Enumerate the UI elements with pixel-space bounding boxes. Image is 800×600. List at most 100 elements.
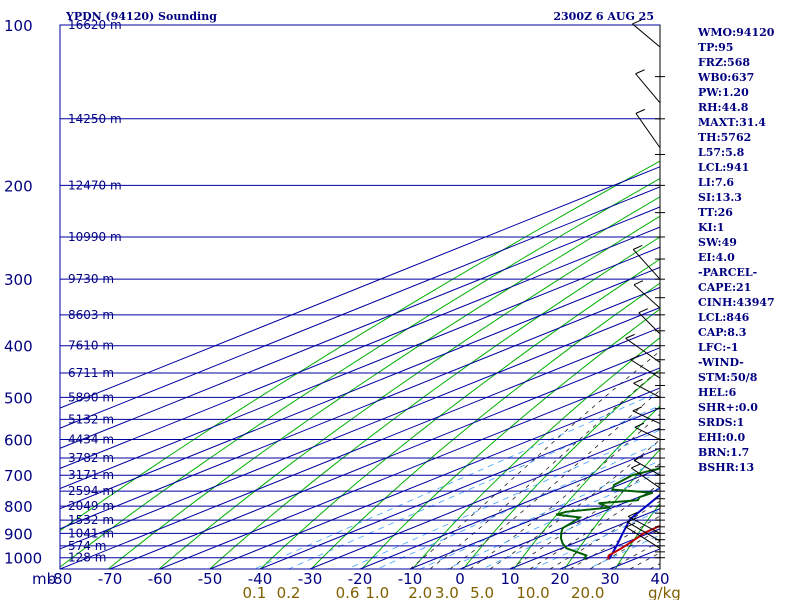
wind-barb bbox=[633, 382, 661, 398]
height-tick-label: 5132 m bbox=[68, 412, 114, 426]
isotherm bbox=[109, 347, 660, 569]
wind-barb-flag bbox=[635, 108, 646, 114]
height-tick-label: 3782 m bbox=[68, 451, 114, 465]
mixing-ratio-unit-label: g/kg bbox=[648, 584, 681, 600]
isotherm bbox=[60, 266, 660, 510]
index-value: BRN:1.7 bbox=[698, 446, 749, 459]
wind-barb bbox=[632, 23, 661, 48]
isotherm bbox=[209, 387, 660, 569]
temperature-tick-label: 20 bbox=[550, 570, 569, 588]
moist-adiabat bbox=[489, 439, 660, 569]
index-value: LCL:846 bbox=[698, 311, 750, 324]
index-value: L57:5.8 bbox=[698, 146, 745, 159]
wind-barb bbox=[632, 249, 661, 280]
index-value: TH:5762 bbox=[698, 131, 751, 144]
dry-adiabat bbox=[462, 369, 660, 569]
height-tick-label: 10990 m bbox=[68, 230, 122, 244]
dry-adiabat bbox=[60, 177, 660, 568]
isotherm bbox=[60, 206, 660, 449]
sounding-profiles bbox=[555, 467, 660, 560]
wind-barb bbox=[630, 359, 661, 379]
index-value: LI:7.6 bbox=[698, 176, 734, 189]
wind-barb bbox=[634, 426, 661, 440]
temperature-tick-label: -10 bbox=[398, 570, 423, 588]
index-value: LCL:941 bbox=[698, 161, 749, 174]
dry-adiabat bbox=[107, 196, 660, 569]
wind-barb bbox=[635, 73, 661, 104]
wind-barb-flag bbox=[633, 280, 644, 286]
isotherm bbox=[60, 306, 660, 550]
wind-barb bbox=[625, 337, 661, 363]
chart-title: YPDN (94120) Sounding bbox=[65, 10, 217, 23]
pressure-tick-label: 400 bbox=[4, 338, 33, 356]
isotherm bbox=[60, 166, 660, 409]
isotherm bbox=[60, 327, 660, 569]
height-tick-label: 8603 m bbox=[68, 308, 114, 322]
pressure-unit-label: mb bbox=[32, 570, 56, 588]
mixing-ratio-line bbox=[481, 487, 660, 569]
wind-barb bbox=[632, 410, 661, 425]
wind-barb bbox=[638, 312, 661, 335]
height-tick-label: 1041 m bbox=[68, 526, 114, 540]
height-tick-label: 12470 m bbox=[68, 178, 122, 192]
pressure-tick-label: 700 bbox=[4, 467, 33, 485]
mixing-ratio-tick-label: 0.1 bbox=[243, 584, 267, 600]
mixing-ratio-line bbox=[420, 460, 660, 569]
isotherm bbox=[259, 407, 660, 569]
height-tick-label: 5890 m bbox=[68, 390, 114, 404]
temperature-tick-label: -30 bbox=[298, 570, 323, 588]
temperature-tick-label: 0 bbox=[455, 570, 465, 588]
parcel-line bbox=[608, 493, 660, 560]
temperature-tick-label: -70 bbox=[98, 570, 123, 588]
height-tick-label: 2049 m bbox=[68, 499, 114, 513]
isotherm bbox=[409, 467, 660, 569]
height-tick-label: 14250 m bbox=[68, 112, 122, 126]
index-value: FRZ:568 bbox=[698, 56, 750, 69]
index-value: SRDS:1 bbox=[698, 416, 744, 429]
mixing-ratio-tick-label: 10.0 bbox=[516, 584, 549, 600]
dry-adiabat bbox=[564, 448, 660, 569]
wind-barb bbox=[633, 284, 661, 309]
wind-barb bbox=[626, 521, 661, 542]
pressure-tick-label: 100 bbox=[4, 17, 33, 35]
pressure-tick-label: 300 bbox=[4, 271, 33, 289]
index-value: RH:44.8 bbox=[698, 101, 749, 114]
isotherm bbox=[60, 186, 660, 429]
index-value: WMO:94120 bbox=[697, 26, 775, 39]
pressure-tick-label: 800 bbox=[4, 498, 33, 516]
index-value: MAXT:31.4 bbox=[698, 116, 766, 129]
isotherm bbox=[359, 447, 660, 569]
temperature-tick-label: 10 bbox=[500, 570, 519, 588]
index-value: TP:95 bbox=[698, 41, 733, 54]
grid-lines bbox=[60, 25, 660, 569]
plot-frame bbox=[59, 24, 661, 570]
temperature-tick-label: 40 bbox=[650, 570, 669, 588]
temperature-tick-label: -40 bbox=[248, 570, 273, 588]
mixing-ratio-line bbox=[347, 429, 660, 569]
moist-adiabat bbox=[569, 515, 660, 569]
pressure-tick-label: 900 bbox=[4, 525, 33, 543]
mixing-ratio-tick-label: 0.2 bbox=[277, 584, 301, 600]
mixing-ratio-line bbox=[288, 405, 660, 569]
moist-adiabat bbox=[429, 368, 660, 569]
pressure-tick-label: 1000 bbox=[4, 550, 42, 568]
mixing-ratio-tick-label: 20.0 bbox=[571, 584, 604, 600]
index-value: LFC:-1 bbox=[698, 341, 739, 354]
wind-barb bbox=[631, 467, 661, 489]
height-tick-label: 4434 m bbox=[68, 433, 114, 447]
height-tick-label: 3171 m bbox=[68, 468, 114, 482]
dry-adiabat bbox=[60, 160, 660, 532]
wind-barb-flag bbox=[633, 244, 643, 250]
index-value: CAP:8.3 bbox=[698, 326, 746, 339]
isotherm bbox=[60, 286, 660, 530]
wind-barb-flag bbox=[638, 308, 648, 314]
height-tick-label: 2594 m bbox=[68, 484, 114, 498]
wind-barbs bbox=[625, 19, 665, 569]
mixing-ratio-tick-label: 0.6 bbox=[336, 584, 360, 600]
moist-adiabat bbox=[469, 413, 660, 569]
height-tick-label: 574 m bbox=[68, 539, 106, 553]
wind-barb-flag bbox=[630, 355, 640, 360]
height-tick-label: 9730 m bbox=[68, 272, 114, 286]
index-value: CINH:43947 bbox=[698, 296, 775, 309]
